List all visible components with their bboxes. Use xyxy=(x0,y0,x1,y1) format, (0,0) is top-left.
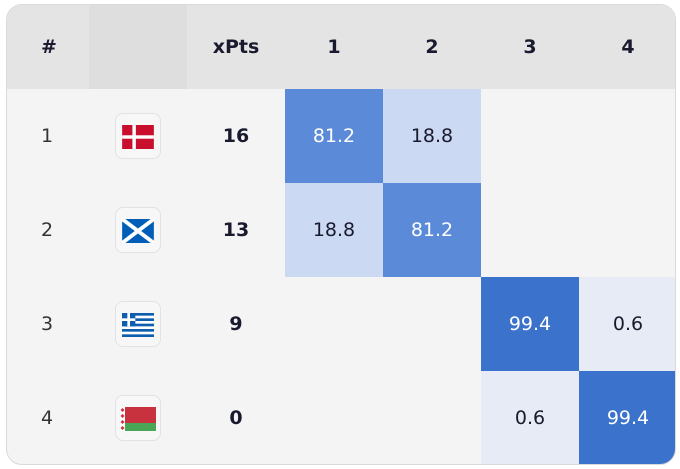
flag-cell xyxy=(89,277,187,371)
probability-cell: 99.4 xyxy=(579,371,675,464)
xpts-cell: 0 xyxy=(229,407,243,429)
probability-cell xyxy=(481,183,579,277)
probability-cell: 0.6 xyxy=(579,277,675,371)
xpts-header[interactable]: xPts xyxy=(212,36,260,58)
probability-cell xyxy=(481,89,579,183)
probability-cell xyxy=(579,183,675,277)
flag-cell xyxy=(89,371,187,464)
position-4-header[interactable]: 4 xyxy=(621,36,635,58)
header-row: # xPts 1 2 3 4 xyxy=(7,5,675,89)
table-row[interactable]: 3 xyxy=(7,277,675,371)
greece-flag-icon xyxy=(115,301,161,347)
xpts-cell: 9 xyxy=(229,313,243,335)
scotland-flag-icon xyxy=(115,207,161,253)
rank-cell: 4 xyxy=(41,407,54,429)
probability-cell xyxy=(579,89,675,183)
table-row[interactable]: 4 0 0.6 99.4 xyxy=(7,371,675,464)
probability-cell: 81.2 xyxy=(383,183,481,277)
belarus-flag-icon xyxy=(115,395,161,441)
flag-cell xyxy=(89,89,187,183)
table-row[interactable]: 1 16 81.2 18.8 xyxy=(7,89,675,183)
probability-cell: 81.2 xyxy=(285,89,383,183)
probability-cell xyxy=(383,277,481,371)
probability-cell: 18.8 xyxy=(383,89,481,183)
rank-cell: 3 xyxy=(41,313,54,335)
probability-cell: 18.8 xyxy=(285,183,383,277)
probability-cell xyxy=(285,277,383,371)
table-row[interactable]: 2 13 18.8 81.2 xyxy=(7,183,675,277)
flag-cell xyxy=(89,183,187,277)
standings-probability-table: # xPts 1 2 3 4 1 xyxy=(6,4,676,465)
position-2-header[interactable]: 2 xyxy=(425,36,439,58)
position-3-header[interactable]: 3 xyxy=(523,36,537,58)
probability-cell xyxy=(285,371,383,464)
rank-cell: 2 xyxy=(41,219,54,241)
position-1-header[interactable]: 1 xyxy=(327,36,341,58)
probability-grid: # xPts 1 2 3 4 1 xyxy=(7,5,675,464)
rank-header: # xyxy=(41,36,57,58)
rank-cell: 1 xyxy=(41,125,54,147)
denmark-flag-icon xyxy=(115,113,161,159)
probability-cell xyxy=(383,371,481,464)
probability-cell: 0.6 xyxy=(481,371,579,464)
xpts-cell: 16 xyxy=(222,125,250,147)
xpts-cell: 13 xyxy=(222,219,250,241)
probability-cell: 99.4 xyxy=(481,277,579,371)
team-header xyxy=(89,5,187,89)
